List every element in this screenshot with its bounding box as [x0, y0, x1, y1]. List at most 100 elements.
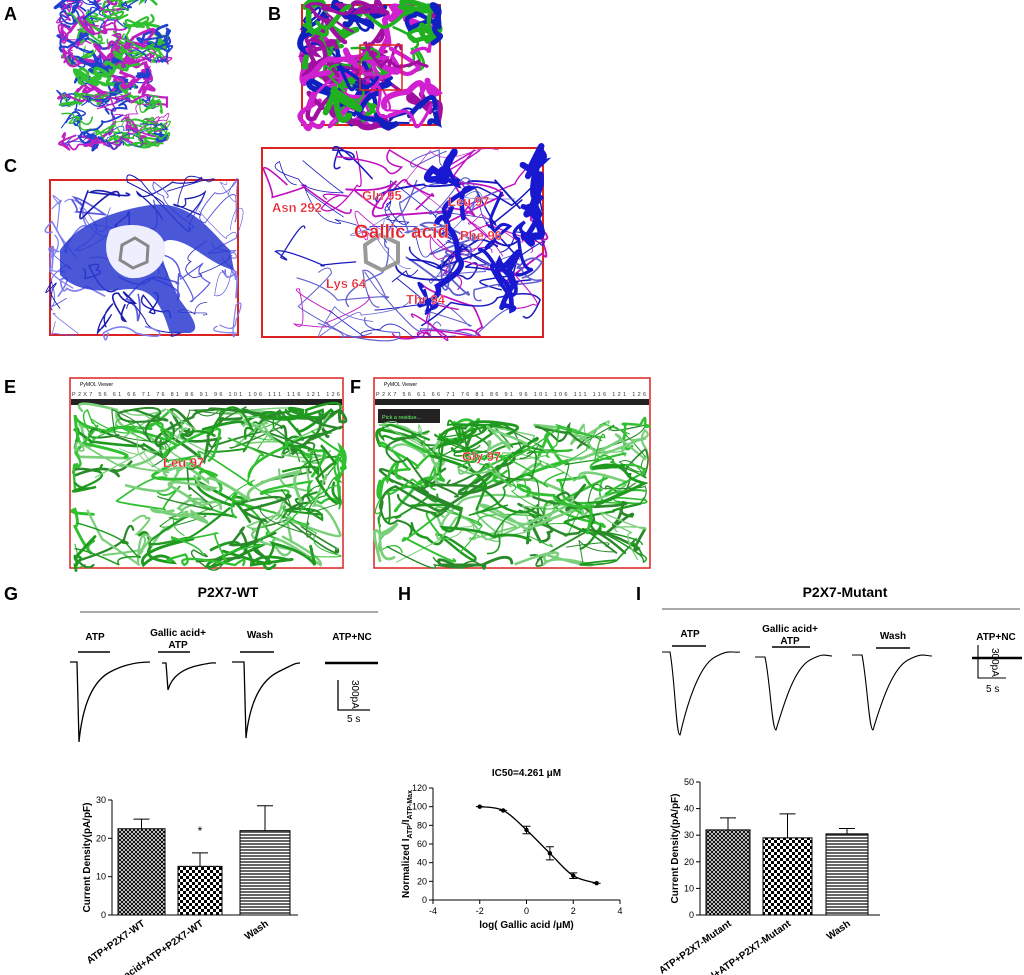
y-tick-label: 30 — [684, 830, 694, 840]
data-point — [547, 851, 553, 856]
error-bar — [192, 852, 208, 867]
ribbon — [56, 2, 72, 24]
ribbon — [384, 201, 410, 234]
ribbon — [86, 509, 153, 566]
ribbon — [436, 420, 520, 444]
y-tick-label: 10 — [96, 872, 106, 882]
ribbon — [350, 44, 380, 69]
data-point — [594, 881, 599, 886]
residue-label: Leu 97 — [163, 455, 204, 470]
ribbon — [77, 76, 108, 87]
ribbon — [74, 522, 141, 566]
ribbon — [338, 64, 380, 92]
scale-bar — [337, 680, 370, 711]
ribbon — [170, 532, 263, 562]
panel-label: H — [398, 584, 411, 604]
ribbon — [468, 451, 537, 516]
traces — [662, 645, 1022, 736]
y-tick-label: 20 — [684, 857, 694, 867]
ribbon — [486, 425, 528, 453]
ribbon — [428, 177, 499, 215]
sequence-bar — [71, 399, 342, 405]
ribbon — [89, 66, 124, 86]
ribbon — [378, 421, 431, 452]
ribbon — [72, 67, 90, 82]
y-tick-label: 20 — [417, 876, 427, 886]
ribbon — [420, 282, 484, 337]
ribbon — [165, 553, 246, 567]
ribbon — [183, 461, 303, 504]
y-tick-label: 30 — [96, 795, 106, 805]
ribbon — [59, 0, 79, 11]
sequence-bar — [375, 399, 649, 405]
ribbon — [79, 189, 131, 220]
ribbon — [320, 150, 362, 212]
residue-label: Leu 97 — [448, 194, 489, 209]
y-axis-label-part: Normalized I — [401, 838, 412, 898]
ribbon — [408, 246, 516, 280]
ribbon — [157, 438, 218, 511]
ribbon — [76, 16, 119, 35]
ribbon — [78, 119, 116, 143]
data-point — [477, 804, 482, 809]
y-axis-label-part: ATP-Max — [407, 790, 414, 820]
ribbon — [213, 302, 242, 338]
x-tick-label: Wash — [243, 918, 271, 942]
ribbon — [464, 495, 560, 543]
panel-label: F — [350, 377, 361, 397]
ribbon — [219, 177, 238, 202]
ribbon — [473, 267, 543, 302]
ribbon — [486, 509, 540, 555]
ribbon — [579, 538, 643, 566]
ribbon — [124, 13, 155, 30]
ribbon — [438, 166, 462, 189]
ribbon — [587, 482, 647, 506]
ribbon — [173, 189, 207, 218]
ribbon — [383, 491, 439, 524]
ribbon — [61, 93, 96, 105]
y-axis-label: Normalized IATP/IATP-Max — [401, 790, 414, 898]
protein-image — [44, 174, 244, 341]
ribbon — [274, 505, 342, 558]
ribbon — [589, 452, 646, 496]
ribbon — [385, 436, 459, 498]
ribbon — [144, 112, 170, 125]
ribbon — [154, 38, 174, 62]
ribbon — [151, 457, 223, 495]
ribbon — [314, 444, 342, 505]
bar — [762, 837, 813, 916]
ribbon — [435, 493, 541, 531]
x-tick-label: 4 — [617, 906, 622, 916]
ribbon — [106, 131, 144, 148]
ribbon — [373, 522, 399, 563]
ribbon — [478, 460, 542, 492]
ribbon — [195, 526, 277, 563]
ribbon — [58, 91, 84, 107]
y-tick-label: 50 — [684, 777, 694, 787]
ribbon — [103, 12, 127, 33]
ribbon — [250, 529, 322, 567]
ribbon — [240, 493, 292, 559]
x-tick-label: -4 — [429, 906, 437, 916]
ribbon — [119, 436, 170, 474]
current-trace — [70, 661, 151, 743]
panel-label: I — [636, 584, 641, 604]
ribbon — [512, 220, 540, 277]
ribbon — [477, 496, 575, 531]
y-tick-label: 0 — [689, 910, 694, 920]
protein-image — [297, 0, 444, 132]
y-tick-label: 40 — [684, 804, 694, 814]
ribbon — [600, 511, 647, 561]
ribbon — [67, 35, 93, 54]
protein-image — [70, 401, 348, 572]
conditions: ATP Gallic acid+ ATP Wash ATP+NC — [680, 624, 1015, 647]
ribbon — [322, 85, 363, 123]
ribbon — [96, 303, 114, 335]
ribbon — [561, 458, 647, 488]
ribbon — [71, 195, 109, 216]
ribbon — [270, 424, 315, 456]
ribbon — [102, 325, 161, 341]
ribbon — [274, 160, 345, 194]
ribbon — [371, 54, 404, 81]
ribbon — [378, 483, 482, 514]
